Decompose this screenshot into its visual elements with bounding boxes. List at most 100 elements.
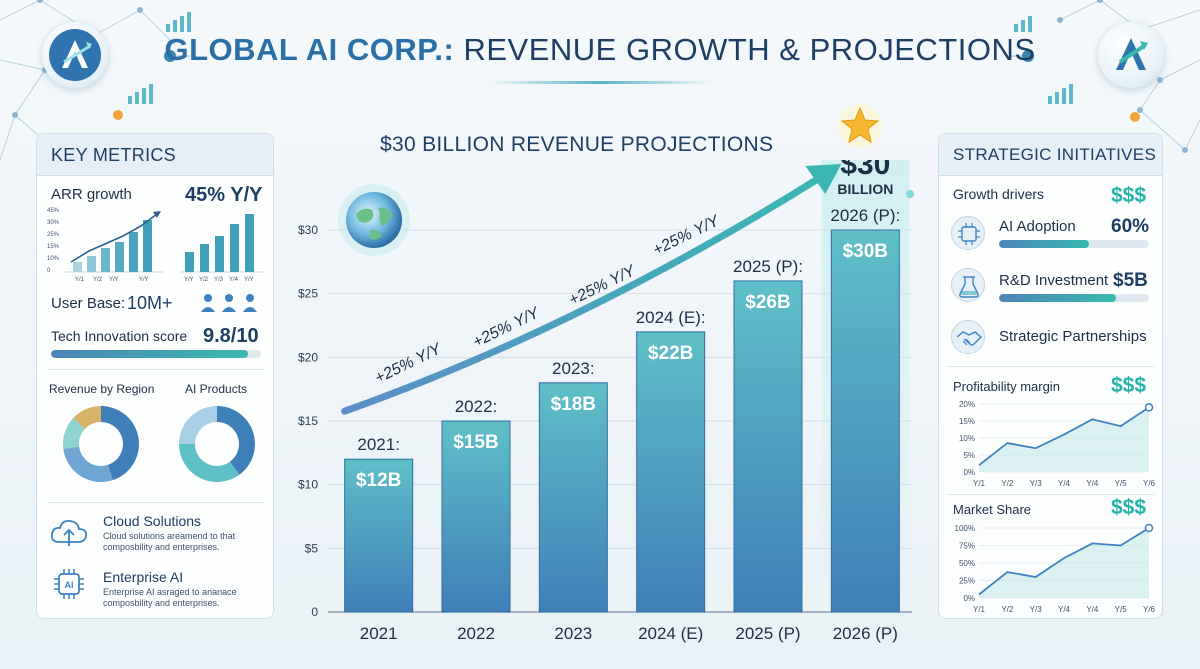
section-divider bbox=[47, 502, 265, 503]
page-title: GLOBAL AI CORP.: REVENUE GROWTH & PROJEC… bbox=[0, 32, 1200, 68]
sparkle-dot bbox=[906, 190, 914, 198]
mini-x-tick-label: Y/6 bbox=[1143, 479, 1156, 488]
arr-growth-mini-chart: 45% 30% 25% 15% 10% 0 Y/1 Y/2 Y/Y Y/Y bbox=[47, 208, 163, 283]
page-title-subject: REVENUE GROWTH & PROJECTIONS bbox=[463, 32, 1036, 67]
donut-slice bbox=[217, 406, 255, 475]
arr-q-x-label: Y/Y bbox=[184, 277, 194, 283]
rd-investment-label: R&D Investment bbox=[999, 272, 1109, 289]
bar-year-label: 2022: bbox=[455, 397, 498, 416]
ai-adoption-icon bbox=[951, 216, 985, 250]
x-tick-label: 2025 (P) bbox=[735, 624, 800, 643]
mini-y-tick-label: 15% bbox=[959, 417, 975, 426]
bar-value-label: $26B bbox=[745, 292, 790, 313]
mini-y-tick-label: 5% bbox=[963, 451, 975, 460]
mini-y-tick-label: 100% bbox=[955, 524, 975, 533]
ai-products-label: AI Products bbox=[185, 382, 248, 396]
cloud-solutions-title: Cloud Solutions bbox=[103, 513, 202, 529]
arr-q-bar bbox=[230, 224, 239, 272]
arr-bar bbox=[143, 220, 152, 272]
revenue-bar bbox=[733, 280, 803, 613]
revenue-bar bbox=[636, 331, 706, 613]
arr-growth-label: ARR growth bbox=[51, 186, 132, 203]
handshake-icon bbox=[951, 320, 985, 354]
rd-investment-value: $5B bbox=[1113, 270, 1148, 291]
y-tick-label: $15 bbox=[298, 414, 318, 428]
arr-tick-label: 15% bbox=[47, 244, 60, 250]
mini-line bbox=[978, 527, 1150, 596]
mini-area bbox=[979, 407, 1149, 472]
ai-adoption-value: 60% bbox=[1111, 216, 1150, 237]
arr-bar bbox=[129, 232, 138, 272]
arr-x-label: Y/2 bbox=[93, 277, 103, 283]
ai-products-donut bbox=[179, 406, 255, 482]
arr-q-bar bbox=[200, 244, 209, 272]
growth-drivers-label: Growth drivers bbox=[953, 186, 1045, 202]
arr-q-bar bbox=[245, 214, 254, 272]
bar-year-label: 2021: bbox=[357, 435, 400, 454]
bar-value-label: $22B bbox=[648, 343, 693, 364]
arr-tick-label: 30% bbox=[47, 220, 60, 226]
arr-growth-value: 45% Y/Y bbox=[185, 184, 263, 206]
tech-innovation-label: Tech Innovation score bbox=[51, 328, 188, 344]
donut-slice bbox=[63, 417, 85, 449]
tech-innovation-progress bbox=[51, 350, 261, 358]
donut-slice bbox=[63, 446, 113, 482]
donut-slice bbox=[179, 444, 240, 482]
revenue-by-region-label: Revenue by Region bbox=[49, 382, 155, 396]
donut-slice bbox=[179, 406, 217, 444]
revenue-by-region-donut bbox=[63, 406, 139, 482]
ai-adoption-progress bbox=[999, 240, 1149, 248]
arr-q-bar bbox=[215, 236, 224, 272]
company-logo-left bbox=[42, 22, 108, 88]
flask-icon bbox=[951, 268, 985, 302]
mini-x-tick-label: Y/5 bbox=[1115, 479, 1128, 488]
mini-x-tick-label: Y/3 bbox=[1030, 605, 1043, 614]
mini-y-tick-label: 0% bbox=[963, 594, 975, 603]
ai-adoption-label: AI Adoption bbox=[999, 218, 1076, 235]
mini-x-tick-label: Y/4 bbox=[1058, 605, 1071, 614]
key-metrics-heading: KEY METRICS bbox=[51, 145, 176, 165]
mini-x-tick-label: Y/4 bbox=[1086, 479, 1099, 488]
donut-slice bbox=[101, 406, 139, 481]
mini-area bbox=[979, 528, 1149, 598]
callout-value: $30 bbox=[840, 160, 890, 181]
strategic-initiatives-heading: STRATEGIC INITIATIVES bbox=[953, 145, 1157, 164]
growth-arrow-head bbox=[805, 164, 842, 194]
bar-value-label: $18B bbox=[551, 394, 596, 415]
y-tick-label: $25 bbox=[298, 287, 318, 301]
arr-tick-label: 45% bbox=[47, 208, 60, 214]
mini-x-tick-label: Y/3 bbox=[1030, 479, 1043, 488]
arr-q-x-label: Y/3 bbox=[214, 277, 224, 283]
mini-x-tick-label: Y/5 bbox=[1115, 605, 1128, 614]
rd-investment-progress-fill bbox=[999, 294, 1116, 302]
arr-x-label: Y/Y bbox=[139, 277, 149, 283]
mini-x-tick-label: Y/6 bbox=[1143, 605, 1156, 614]
cloud-icon bbox=[50, 519, 88, 546]
mini-y-tick-label: 0% bbox=[963, 468, 975, 477]
arr-bar bbox=[73, 262, 82, 272]
market-share-label: Market Share bbox=[953, 502, 1032, 517]
tech-innovation-progress-fill bbox=[51, 350, 249, 358]
bar-value-label: $12B bbox=[356, 470, 401, 491]
arr-trend-arrow bbox=[70, 213, 158, 263]
y-tick-label: 0 bbox=[311, 605, 318, 619]
tech-innovation-value: 9.8/10 bbox=[203, 325, 259, 347]
y-tick-label: $30 bbox=[298, 223, 318, 237]
arr-q-x-label: Y/2 bbox=[199, 277, 209, 283]
arr-q-x-label: Y/Y bbox=[244, 277, 254, 283]
bar-year-label: 2023: bbox=[552, 359, 595, 378]
x-tick-label: 2021 bbox=[360, 624, 398, 643]
enterprise-ai-chip-icon: AI bbox=[54, 569, 84, 599]
profitability-margin-value: $$$ bbox=[1111, 374, 1147, 397]
market-share-value: $$$ bbox=[1111, 496, 1147, 519]
bar-year-label: 2025 (P): bbox=[733, 257, 803, 276]
arr-bar bbox=[101, 248, 110, 272]
chip-icon-text: AI bbox=[65, 580, 74, 590]
mini-y-tick-label: 10% bbox=[959, 434, 975, 443]
mini-x-tick-label: Y/2 bbox=[1001, 479, 1014, 488]
chart-title: $30 BILLION REVENUE PROJECTIONS bbox=[380, 133, 774, 156]
y-tick-label: $20 bbox=[298, 350, 318, 364]
mini-point bbox=[1144, 523, 1154, 533]
mini-x-tick-label: Y/1 bbox=[973, 479, 986, 488]
x-tick-label: 2026 (P) bbox=[833, 624, 898, 643]
